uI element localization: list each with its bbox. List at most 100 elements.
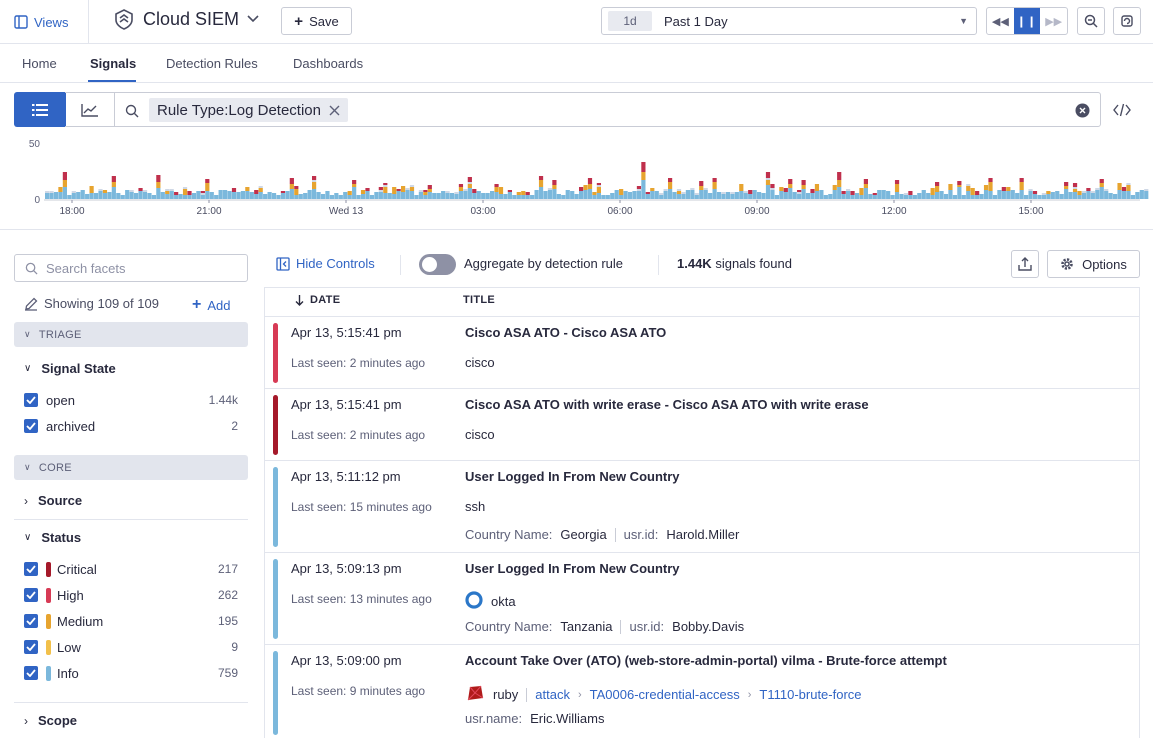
mitre-tag-link[interactable]: TA0006-credential-access [589,687,740,702]
histogram-bar-segment [160,192,165,199]
histogram-bar-segment [828,194,833,199]
forward-button[interactable]: ▶▶ [1040,8,1067,34]
checkbox-checked-icon[interactable] [24,562,38,576]
histogram-bar-segment [819,190,824,199]
attribute-value[interactable]: Georgia [560,527,607,542]
checkbox-checked-icon[interactable] [24,614,38,628]
tab-detection-rules[interactable]: Detection Rules [166,56,258,71]
hide-controls-button[interactable]: Hide Controls [276,256,375,271]
refresh-button[interactable] [1113,7,1141,35]
facet-option-open[interactable]: open 1.44k [24,390,238,410]
views-button[interactable]: Views [14,11,68,33]
tab-signals[interactable]: Signals [90,56,137,71]
timeseries-view-button[interactable] [65,92,115,127]
facet-option-status[interactable]: Info 759 [24,663,238,683]
histogram-bar-segment [1108,193,1113,199]
checkbox-checked-icon[interactable] [24,588,38,602]
query-chip[interactable]: Rule Type:Log Detection [149,98,348,122]
histogram-bar-segment [721,194,726,199]
histogram-bar-segment [801,180,806,185]
clear-search-icon[interactable] [1075,103,1090,118]
section-core[interactable]: ∨ CORE [14,455,248,480]
pencil-icon[interactable] [24,297,38,311]
histogram-bar-segment [890,195,895,199]
column-header-date[interactable]: DATE [295,294,340,306]
checkbox-checked-icon[interactable] [24,640,38,654]
facet-scope[interactable]: › Scope [24,713,77,728]
histogram-bar-segment [877,190,882,199]
histogram-bar-segment [62,187,67,199]
histogram-bar-segment [352,180,357,184]
histogram-bar-segment [458,184,464,187]
signal-row[interactable]: Apr 13, 5:11:12 pm Last seen: 15 minutes … [265,460,1139,552]
facet-option-status[interactable]: Critical 217 [24,559,238,579]
attribute-value[interactable]: Eric.Williams [530,711,605,726]
facet-source[interactable]: › Source [24,493,82,508]
histogram-bar-segment [298,194,303,199]
section-triage[interactable]: ∨ TRIAGE [14,322,248,347]
pause-button[interactable]: ❙❙ [1013,8,1041,34]
signals-histogram[interactable]: 50 0 18:00 21:00 Wed 13 03:00 06:00 09:00 12:0… [0,136,1153,228]
histogram-bar-segment [605,195,610,199]
histogram-bar-segment [467,188,472,199]
list-view-button[interactable] [14,92,66,127]
histogram-bar-segment [1099,183,1104,187]
histogram-bar-segment [165,189,170,191]
code-view-button[interactable] [1108,96,1136,124]
rewind-button[interactable]: ◀◀ [987,8,1014,34]
facet-option-status[interactable]: High 262 [24,585,238,605]
facet-option-status[interactable]: Low 9 [24,637,238,657]
mitre-tag-link[interactable]: T1110-brute-force [759,687,862,702]
histogram-bar-segment [579,191,584,199]
rewind-icon: ◀◀ [991,15,1009,28]
facet-signal-state[interactable]: ∨ Signal State [24,361,116,376]
histogram-bar-segment [1001,187,1006,191]
signal-row[interactable]: Apr 13, 5:09:00 pm Last seen: 9 minutes a… [265,644,1139,738]
options-button[interactable]: Options [1047,250,1140,278]
attribute-key: Country Name: [465,619,553,634]
facet-option-status[interactable]: Medium 195 [24,611,238,631]
histogram-bar-segment [423,190,428,192]
histogram-bar-segment [71,191,76,193]
histogram-bar-segment [814,191,820,199]
mitre-tag-link[interactable]: attack [535,687,570,702]
status-color-swatch [46,639,51,655]
tab-dashboards[interactable]: Dashboards [293,56,364,71]
facet-status[interactable]: ∨ Status [24,530,81,545]
histogram-bar-segment [712,182,717,189]
checkbox-checked-icon[interactable] [24,666,38,680]
histogram-bar-segment [1090,193,1095,199]
histogram-bar-segment [338,195,343,199]
signal-row[interactable]: Apr 13, 5:15:41 pm Last seen: 2 minutes a… [265,316,1139,388]
histogram-bar-segment [142,192,148,199]
close-icon[interactable] [329,105,340,116]
add-facet-button[interactable]: + Add [192,296,230,314]
zoom-out-button[interactable] [1077,7,1105,35]
signal-row[interactable]: Apr 13, 5:15:41 pm Last seen: 2 minutes a… [265,388,1139,460]
tab-home[interactable]: Home [22,56,57,71]
attribute-value[interactable]: Bobby.Davis [672,619,745,634]
checkbox-checked-icon[interactable] [24,419,38,433]
histogram-bar-segment [507,190,512,192]
attribute-value[interactable]: Harold.Miller [666,527,740,542]
attribute-value[interactable]: Tanzania [560,619,613,634]
histogram-bar-segment [921,190,926,199]
facet-search-input[interactable]: Search facets [14,254,248,282]
histogram-bar-segment [1104,191,1109,199]
export-button[interactable] [1011,250,1039,278]
histogram-bar-segment [76,192,81,199]
column-header-title[interactable]: TITLE [463,294,495,306]
column-header-label: DATE [310,294,341,306]
histogram-bar-segment [383,183,388,185]
histogram-bar-segment [1126,183,1131,185]
app-title-dropdown[interactable]: Cloud SIEM [113,8,259,30]
histogram-bar-segment [258,188,263,192]
time-range-selector[interactable]: 1d Past 1 Day ▼ [601,7,977,35]
search-query-input[interactable]: Rule Type:Log Detection [114,92,1101,127]
checkbox-checked-icon[interactable] [24,393,38,407]
facet-option-archived[interactable]: archived 2 [24,416,238,436]
aggregate-toggle[interactable] [419,254,456,275]
save-button[interactable]: + Save [281,7,352,35]
signal-row[interactable]: Apr 13, 5:09:13 pm Last seen: 13 minutes … [265,552,1139,644]
histogram-bar-segment [102,190,108,193]
